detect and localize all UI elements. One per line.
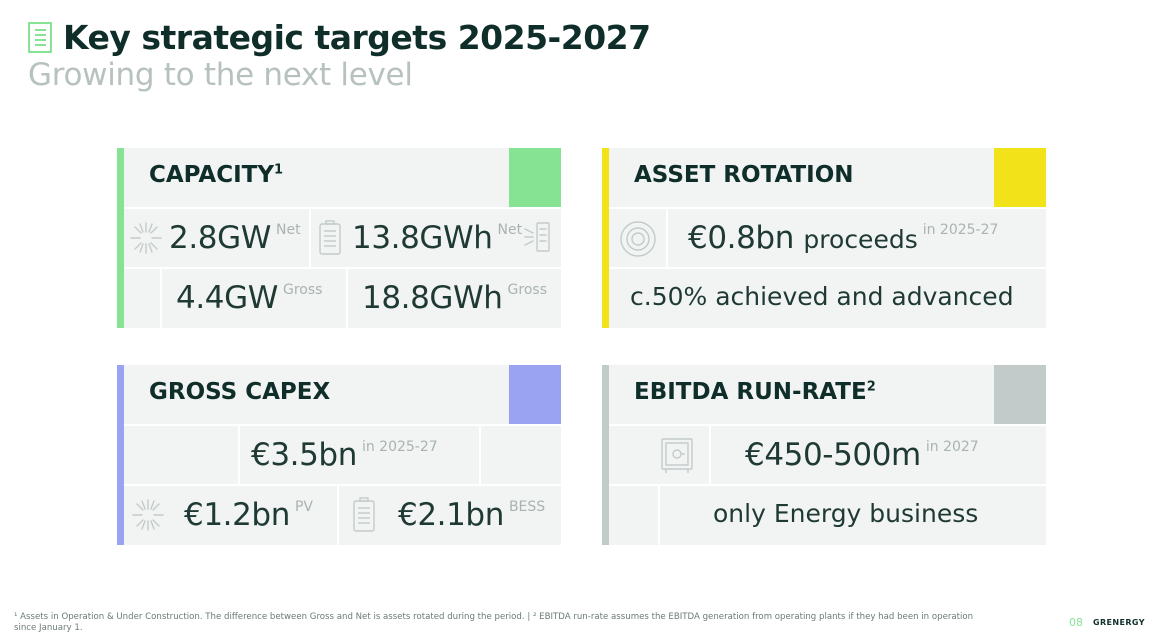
page-title: Key strategic targets 2025-2027 xyxy=(63,18,651,57)
ebitda-panel: EBITDA RUN-RATE2 €450-500m in 2027 only E… xyxy=(602,365,1046,545)
capacity-pv-net: 2.8GW Net xyxy=(169,220,301,256)
ebitda-accent-bar xyxy=(602,365,609,545)
target-icon xyxy=(620,221,656,257)
sun-icon xyxy=(524,222,550,252)
safe-icon xyxy=(661,438,693,473)
ebitda-note: only Energy business xyxy=(713,499,979,528)
footnote: ¹ Assets in Operation & Under Constructi… xyxy=(14,612,974,633)
asset-rotation-panel: ASSET ROTATION €0.8bn proceeds in 2025-27… xyxy=(602,148,1046,328)
page-number: 08 xyxy=(1069,616,1083,629)
capex-bess: €2.1bn BESS xyxy=(398,497,546,533)
footnote-mark: 1 xyxy=(274,162,284,178)
capex-total: €3.5bn in 2025-27 xyxy=(251,437,438,473)
ebitda-title: EBITDA RUN-RATE2 xyxy=(634,379,876,405)
capacity-title: CAPACITY1 xyxy=(149,162,284,188)
ebitda-value: €450-500m in 2027 xyxy=(745,437,979,473)
asset-rotation-title: ASSET ROTATION xyxy=(634,162,854,188)
capacity-bess-net: 13.8GWh Net xyxy=(352,220,523,256)
asset-rotation-status: c.50% achieved and advanced xyxy=(630,282,1014,311)
capacity-panel: CAPACITY1 2.8GW Net 13.8GWh Net 4.4GW Gross… xyxy=(117,148,561,328)
page-subtitle: Growing to the next level xyxy=(28,57,413,93)
document-icon xyxy=(28,22,52,53)
capex-accent-square xyxy=(509,365,561,425)
sun-icon xyxy=(130,222,162,254)
capacity-pv-gross: 4.4GW Gross xyxy=(176,280,323,316)
asset-rotation-accent-bar xyxy=(602,148,609,328)
asset-rotation-accent-square xyxy=(994,148,1046,208)
capex-title: GROSS CAPEX xyxy=(149,379,331,405)
asset-rotation-value: €0.8bn proceeds in 2025-27 xyxy=(688,220,999,256)
capacity-accent-bar xyxy=(117,148,124,328)
ebitda-accent-square xyxy=(994,365,1046,425)
capacity-accent-square xyxy=(509,148,561,208)
capex-panel: GROSS CAPEX €3.5bn in 2025-27 €1.2bn PV €2… xyxy=(117,365,561,545)
capacity-bess-gross: 18.8GWh Gross xyxy=(362,280,547,316)
battery-icon xyxy=(353,497,375,532)
battery-icon xyxy=(319,220,341,255)
footnote-mark: 2 xyxy=(866,379,876,395)
capex-pv: €1.2bn PV xyxy=(184,497,313,533)
brand-logo: GRENERGY xyxy=(1093,618,1145,627)
sun-icon xyxy=(132,499,164,531)
capex-accent-bar xyxy=(117,365,124,545)
